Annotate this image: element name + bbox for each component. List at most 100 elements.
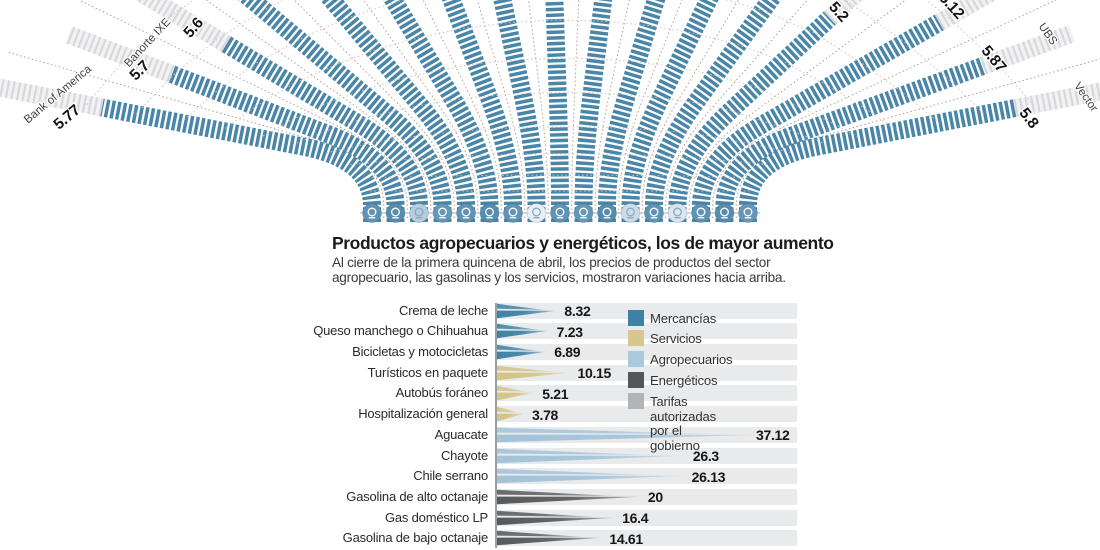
bar-wedge-lower xyxy=(497,538,602,546)
bank-logo-glyph xyxy=(579,207,588,217)
bank-logo-glyph-bar xyxy=(533,217,540,219)
category-label: Hospitalización general xyxy=(358,406,488,422)
bank-logo-icon xyxy=(409,203,429,223)
bar-track xyxy=(497,385,797,402)
value-label: 6.89 xyxy=(554,344,581,361)
fan-ribbon-blue-stripes xyxy=(319,0,475,222)
fan-separator-dotted-ray xyxy=(571,0,580,218)
fan-separator-dotted-ray xyxy=(476,0,526,218)
category-label: Autobús foráneo xyxy=(395,385,489,401)
legend-label: Servicios xyxy=(650,331,702,347)
fan-separator-dotted-ray xyxy=(8,52,385,218)
bank-logo-glyph-bar xyxy=(580,217,587,219)
bank-logo-icon xyxy=(644,203,664,223)
bank-logo-glyph-bar xyxy=(462,217,470,219)
fan-ribbon-blue-stripes xyxy=(168,65,405,222)
bank-logo-glyph-bar xyxy=(509,217,517,219)
fan-separator-dotted-ray xyxy=(528,0,549,218)
bar-wedge-lower xyxy=(497,351,547,360)
bank-logo-icon xyxy=(573,203,594,223)
fan-ribbon-blue-stripes xyxy=(739,99,1017,222)
bank-logo-glyph xyxy=(367,207,377,217)
bank-logo-glyph xyxy=(532,207,541,217)
fan-ribbon-gray-base xyxy=(0,78,104,117)
fan-separator-dotted-ray xyxy=(78,0,408,218)
bar-track xyxy=(497,323,797,340)
value-label: 3.78 xyxy=(532,406,559,423)
bar-wedge-upper xyxy=(497,386,528,393)
bar-wedge-lower xyxy=(497,330,549,339)
value-label: 16.4 xyxy=(622,510,649,527)
category-label: Queso manchego o Chihuahua xyxy=(313,323,488,339)
fan-ribbon-gray-base xyxy=(823,0,863,25)
bar-track xyxy=(497,364,797,381)
fan-guide-arc-dotted xyxy=(259,57,861,139)
bar-wedge-lower xyxy=(497,496,640,505)
bar-wedge-upper xyxy=(497,427,715,434)
legend-swatch xyxy=(628,372,644,389)
bar-wedge-lower xyxy=(497,434,763,443)
bank-logo-glyph-bar xyxy=(697,217,705,219)
value-label: 20 xyxy=(647,489,663,506)
bank-logo-icon xyxy=(714,203,735,223)
fan-ribbon-blue-stripes xyxy=(598,0,666,222)
bank-logo-glyph-bar xyxy=(627,217,634,219)
bar-wedge-upper xyxy=(497,344,538,351)
legend-swatch xyxy=(628,309,644,326)
title-block: Productos agropecuarios y energéticos, l… xyxy=(332,234,852,286)
fan-guide-arc-dotted xyxy=(221,19,899,132)
fan-separator-dotted-ray xyxy=(594,0,630,218)
bank-logo-glyph-bar xyxy=(486,217,493,219)
bank-logo-icon xyxy=(620,203,641,223)
value-label: 10.15 xyxy=(577,365,612,382)
fan-guide-arc-dotted xyxy=(292,91,828,146)
bank-logo-glyph-bar xyxy=(392,217,399,219)
bar-wedge-upper xyxy=(497,469,650,476)
fan-ribbon-gray-base xyxy=(934,0,997,31)
bank-logo-icon xyxy=(550,203,570,223)
bank-logo-icon xyxy=(456,203,476,223)
bar-wedge-lower xyxy=(497,372,570,380)
fan-guide-arc-dotted xyxy=(326,126,794,154)
bar-wedge-upper xyxy=(497,365,557,372)
fan-ribbon-blue-stripes xyxy=(493,0,546,222)
fan-ribbon-gray-stripes xyxy=(65,26,175,83)
bar-wedge xyxy=(497,469,684,484)
bar-wedge-lower xyxy=(497,517,615,525)
bank-logo-glyph xyxy=(649,207,659,217)
fan-ribbon-gray-base xyxy=(135,0,231,52)
bar-wedge xyxy=(497,406,524,422)
bank-logo-glyph xyxy=(720,207,729,217)
fan-ribbon-blue-stripes xyxy=(668,11,836,222)
bank-logo-glyph xyxy=(391,207,400,217)
value-label: 8.32 xyxy=(564,303,591,319)
legend-label: Mercancías xyxy=(650,310,717,326)
bank-logo-icon xyxy=(738,203,758,223)
bank-logo-icon xyxy=(691,203,711,223)
bar-wedge-upper xyxy=(497,406,520,414)
bank-logo-glyph xyxy=(626,207,635,217)
bar-track xyxy=(497,302,797,319)
bank-logo-glyph xyxy=(438,207,447,217)
bar-wedge xyxy=(497,448,685,463)
fan-ribbon-gray-stripes xyxy=(979,24,1076,75)
legend-label: Tarifas autorizadas por el gobierno xyxy=(650,394,716,453)
bar-wedge-upper xyxy=(497,303,546,310)
fan-separator-dotted-ray xyxy=(641,0,739,218)
bank-logo-icon xyxy=(362,203,382,223)
bank-logo-icon xyxy=(432,203,453,223)
bar-wedge xyxy=(497,531,602,546)
bar-wedge-upper xyxy=(497,324,540,331)
fan-separator-dotted-ray xyxy=(422,0,502,218)
value-label: 26.3 xyxy=(692,448,719,465)
fan-separator-dotted-ray xyxy=(688,0,907,218)
bar-wedge xyxy=(497,427,763,443)
axis-line xyxy=(495,302,497,549)
category-label: Gasolina de bajo octanaje xyxy=(342,530,489,546)
bar-wedge xyxy=(497,510,615,525)
fan-ribbon-gray-stripes xyxy=(1013,82,1100,117)
bar-track xyxy=(497,530,797,547)
fan-ribbon-blue-stripes xyxy=(382,0,499,222)
bar-wedge xyxy=(497,386,535,401)
